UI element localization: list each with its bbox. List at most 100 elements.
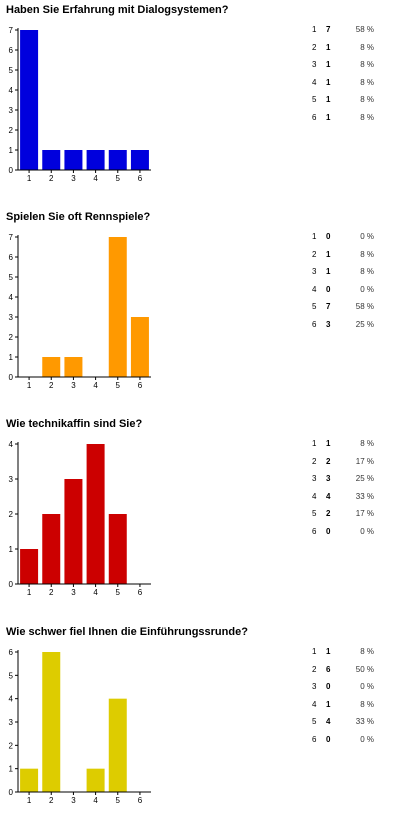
bar-3: [64, 150, 83, 170]
stat-option: 2: [312, 249, 317, 259]
stat-percent: 33 %: [355, 491, 374, 501]
stat-option: 4: [312, 284, 317, 294]
stat-count: 1: [326, 647, 331, 656]
y-tick-label: 2: [9, 510, 14, 519]
x-tick-label: 5: [116, 796, 121, 805]
y-tick-label: 6: [9, 253, 14, 262]
y-tick-label: 6: [9, 46, 14, 55]
stat-percent: 33 %: [355, 717, 374, 726]
y-tick-label: 4: [9, 86, 14, 95]
y-tick-label: 1: [9, 765, 14, 774]
bar-2: [42, 357, 61, 377]
stat-count: 4: [326, 717, 331, 726]
stat-percent: 0 %: [360, 232, 374, 241]
x-tick-label: 2: [49, 381, 54, 390]
stat-percent: 17 %: [355, 456, 374, 466]
y-tick-label: 0: [9, 373, 14, 382]
stat-count: 1: [326, 439, 331, 448]
stat-option: 6: [312, 526, 317, 536]
stat-percent: 58 %: [355, 25, 374, 34]
y-tick-label: 0: [9, 788, 14, 797]
stat-option: 3: [312, 682, 317, 691]
stat-option: 4: [312, 77, 317, 87]
stat-option: 2: [312, 42, 317, 52]
stat-count: 1: [326, 267, 331, 276]
stat-option: 6: [312, 112, 317, 122]
stat-option: 1: [312, 232, 317, 241]
stats-row: 2 2 17 %: [312, 453, 374, 471]
stat-option: 5: [312, 509, 317, 518]
bar-chart: 0 1 2 3 4 1 2 3 4 5 6: [9, 440, 151, 597]
x-tick-label: 1: [27, 588, 32, 597]
stat-percent: 8 %: [360, 42, 374, 52]
stat-option: 6: [312, 319, 317, 329]
stat-count: 1: [326, 95, 331, 104]
stat-option: 1: [312, 647, 317, 656]
x-tick-label: 1: [27, 174, 32, 183]
bar-chart: 0 1 2 3 4 5 6 7 1 2 3 4 5 6: [9, 233, 151, 390]
stat-count: 0: [326, 734, 331, 744]
stat-percent: 8 %: [360, 95, 374, 104]
y-tick-label: 5: [9, 273, 14, 282]
stat-percent: 8 %: [360, 699, 374, 709]
stat-option: 5: [312, 717, 317, 726]
stat-count: 0: [326, 232, 331, 241]
y-tick-label: 0: [9, 166, 14, 175]
stat-percent: 0 %: [360, 682, 374, 691]
x-tick-label: 2: [49, 588, 54, 597]
x-tick-label: 4: [93, 588, 98, 597]
stat-percent: 25 %: [355, 474, 374, 483]
y-tick-label: 3: [9, 313, 14, 322]
stat-percent: 58 %: [355, 302, 374, 311]
stat-option: 1: [312, 439, 317, 448]
x-tick-label: 4: [93, 796, 98, 805]
stats-row: 1 7 58 %: [312, 21, 374, 39]
stat-option: 5: [312, 302, 317, 311]
stat-count: 0: [326, 682, 331, 691]
stat-option: 6: [312, 734, 317, 744]
stat-percent: 8 %: [360, 249, 374, 259]
x-tick-label: 1: [27, 796, 32, 805]
bar-4: [86, 444, 105, 584]
y-tick-label: 7: [9, 26, 14, 35]
y-tick-label: 5: [9, 66, 14, 75]
bar-6: [130, 317, 149, 377]
stat-option: 4: [312, 699, 317, 709]
y-tick-label: 2: [9, 741, 14, 750]
stat-option: 3: [312, 60, 317, 69]
bar-4: [86, 150, 105, 170]
stat-count: 1: [326, 60, 331, 69]
x-tick-label: 5: [116, 588, 121, 597]
stat-option: 2: [312, 664, 317, 674]
stat-option: 3: [312, 474, 317, 483]
stat-percent: 0 %: [360, 526, 374, 536]
stats-row: 4 4 33 %: [312, 488, 374, 506]
stats-row: 2 6 50 %: [312, 661, 374, 679]
x-tick-label: 3: [71, 796, 76, 805]
bar-3: [64, 479, 83, 584]
bar-5: [108, 514, 127, 584]
bar-1: [20, 768, 39, 792]
bar-3: [64, 357, 83, 377]
stat-percent: 8 %: [360, 77, 374, 87]
stat-count: 1: [326, 249, 331, 259]
stat-count: 0: [326, 526, 331, 536]
y-tick-label: 2: [9, 126, 14, 135]
bar-1: [20, 549, 39, 584]
chart-title: Spielen Sie oft Rennspiele?: [6, 211, 151, 223]
stats-row: 5 4 33 %: [312, 713, 374, 731]
y-tick-label: 3: [9, 106, 14, 115]
y-tick-label: 5: [9, 671, 14, 680]
x-tick-label: 5: [116, 174, 121, 183]
bar-6: [130, 150, 149, 170]
y-tick-label: 4: [9, 695, 14, 704]
stat-count: 1: [326, 42, 331, 52]
